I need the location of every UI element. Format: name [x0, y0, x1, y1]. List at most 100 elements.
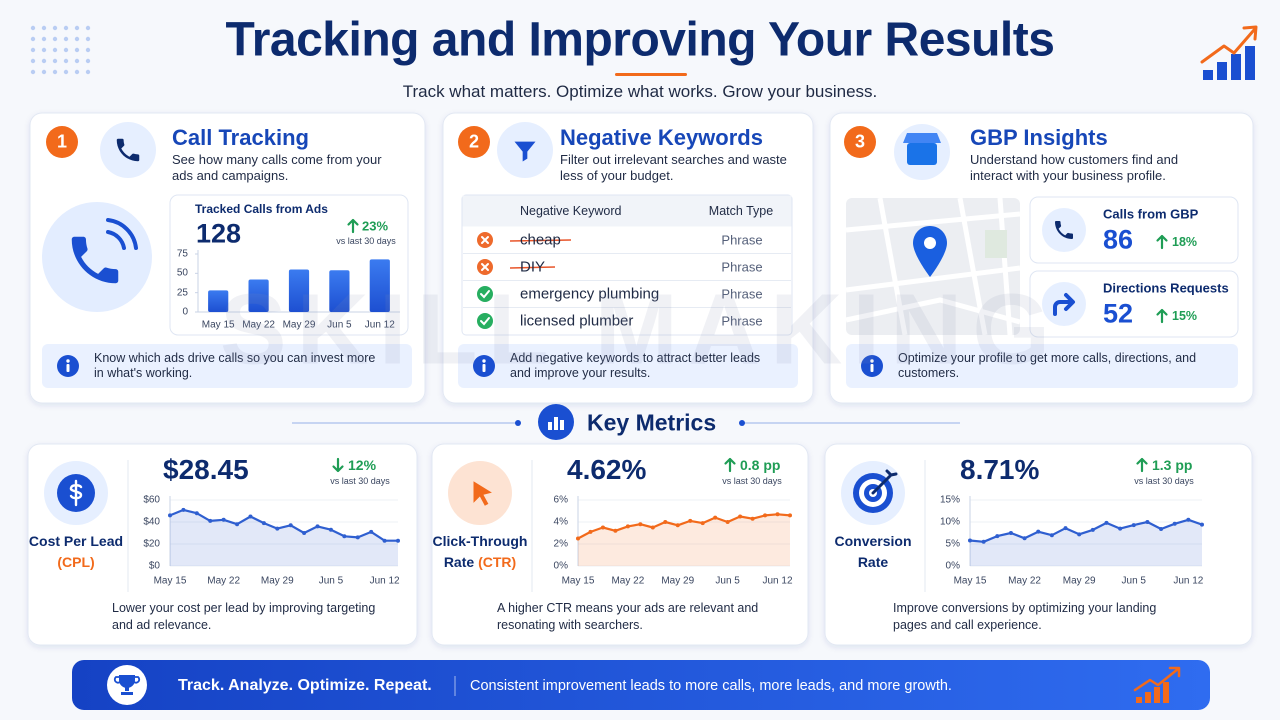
footer-tagline: Track. Analyze. Optimize. Repeat. — [178, 677, 432, 694]
bar — [248, 279, 269, 312]
icon-bg — [1042, 208, 1086, 252]
metric-abbr: (CPL) — [57, 554, 95, 570]
arrow-up — [347, 218, 359, 234]
x-tick-label: Jun 5 — [715, 575, 740, 587]
check-mark — [480, 317, 490, 326]
step-number: 2 — [468, 131, 480, 152]
match-type: Phrase — [721, 232, 763, 248]
line — [969, 518, 1203, 543]
x-tick-label: Jun 5 — [318, 575, 344, 587]
point — [208, 518, 213, 523]
decor-dot — [85, 25, 91, 31]
area — [970, 519, 1202, 566]
point — [369, 529, 374, 534]
point — [1131, 523, 1136, 528]
phone-icon — [1055, 221, 1073, 239]
park — [985, 230, 1007, 258]
metric-change: 1.3 pp — [1152, 457, 1193, 473]
point — [1118, 526, 1123, 531]
street — [845, 211, 1021, 233]
decor-dot — [85, 58, 91, 64]
metric-name: Cost Per Lead — [28, 533, 124, 549]
step-badge — [458, 126, 490, 158]
point — [763, 513, 768, 518]
point — [713, 515, 718, 520]
point — [981, 539, 986, 544]
info-box — [846, 344, 1238, 388]
match-type: Phrase — [721, 259, 763, 275]
signal-arc — [106, 230, 126, 250]
y-tick-label: $20 — [143, 538, 160, 550]
trophy — [119, 675, 135, 695]
card-title: GBP Insights — [970, 125, 1108, 150]
phone-icon — [116, 138, 140, 162]
decor-dot — [85, 69, 91, 75]
card-description: Understand how customers find and intera… — [970, 152, 1179, 183]
metric-name: Click-Through Rate — [432, 533, 528, 570]
decor-dot — [41, 69, 47, 75]
decor-dot — [63, 25, 69, 31]
point — [235, 522, 240, 527]
point — [261, 521, 266, 526]
line — [577, 513, 791, 540]
decor-dot — [74, 36, 80, 42]
x-tick-label: May 29 — [1062, 575, 1096, 587]
arrow-down — [332, 457, 344, 473]
map-pin — [913, 226, 947, 277]
point — [1090, 527, 1095, 532]
point — [275, 526, 280, 531]
stat-value: 52 — [1103, 298, 1134, 329]
point — [588, 529, 593, 534]
decor-dot — [63, 58, 69, 64]
arrow-up — [1156, 234, 1168, 250]
footer-decor-bar — [1154, 687, 1160, 703]
area — [578, 514, 790, 566]
cursor-icon — [473, 481, 492, 506]
point — [382, 538, 387, 543]
y-tick-label: 6% — [553, 494, 568, 506]
decor-arrow — [1200, 28, 1256, 64]
title-underline — [615, 73, 687, 76]
info-text: Know which ads drive calls so you can in… — [94, 351, 376, 380]
x-mark — [481, 236, 489, 244]
line — [169, 508, 398, 542]
point — [342, 534, 347, 539]
arrow-up — [1156, 308, 1168, 324]
bar — [329, 270, 350, 312]
footer-decor-bar — [1145, 692, 1151, 703]
icon-bg — [100, 122, 156, 178]
point — [675, 523, 680, 528]
check-mark — [480, 290, 490, 299]
directions-icon — [1053, 293, 1075, 316]
point — [750, 516, 755, 521]
point — [1077, 532, 1082, 537]
x-tick-label: May 29 — [260, 575, 294, 587]
decor-dot — [63, 69, 69, 75]
metric-description: A higher CTR means your ads are relevant… — [497, 601, 759, 632]
x-tick-label: May 22 — [242, 319, 275, 331]
decor-dot — [74, 69, 80, 75]
included-icon — [477, 286, 493, 302]
metrics-icon-bar — [554, 417, 558, 430]
info-text: Add negative keywords to attract better … — [510, 351, 761, 380]
point — [1159, 527, 1164, 532]
divider-dot — [515, 420, 521, 426]
trophy-handles — [113, 676, 141, 684]
decor-dot — [52, 69, 58, 75]
y-tick-label: 15% — [939, 494, 960, 506]
decor-dot — [63, 47, 69, 53]
x-tick-label: May 22 — [207, 575, 241, 587]
stat-box — [1029, 196, 1239, 264]
info-icon-dot — [66, 359, 70, 363]
decor-dot — [30, 36, 36, 42]
info-icon-bar — [870, 364, 874, 372]
decor-dot — [30, 58, 36, 64]
point — [1049, 533, 1054, 538]
column-header: Match Type — [708, 204, 774, 218]
included-icon — [477, 313, 493, 329]
point — [168, 513, 172, 518]
info-box — [42, 344, 412, 388]
point — [1104, 520, 1109, 525]
keyword: emergency plumbing — [520, 285, 660, 303]
